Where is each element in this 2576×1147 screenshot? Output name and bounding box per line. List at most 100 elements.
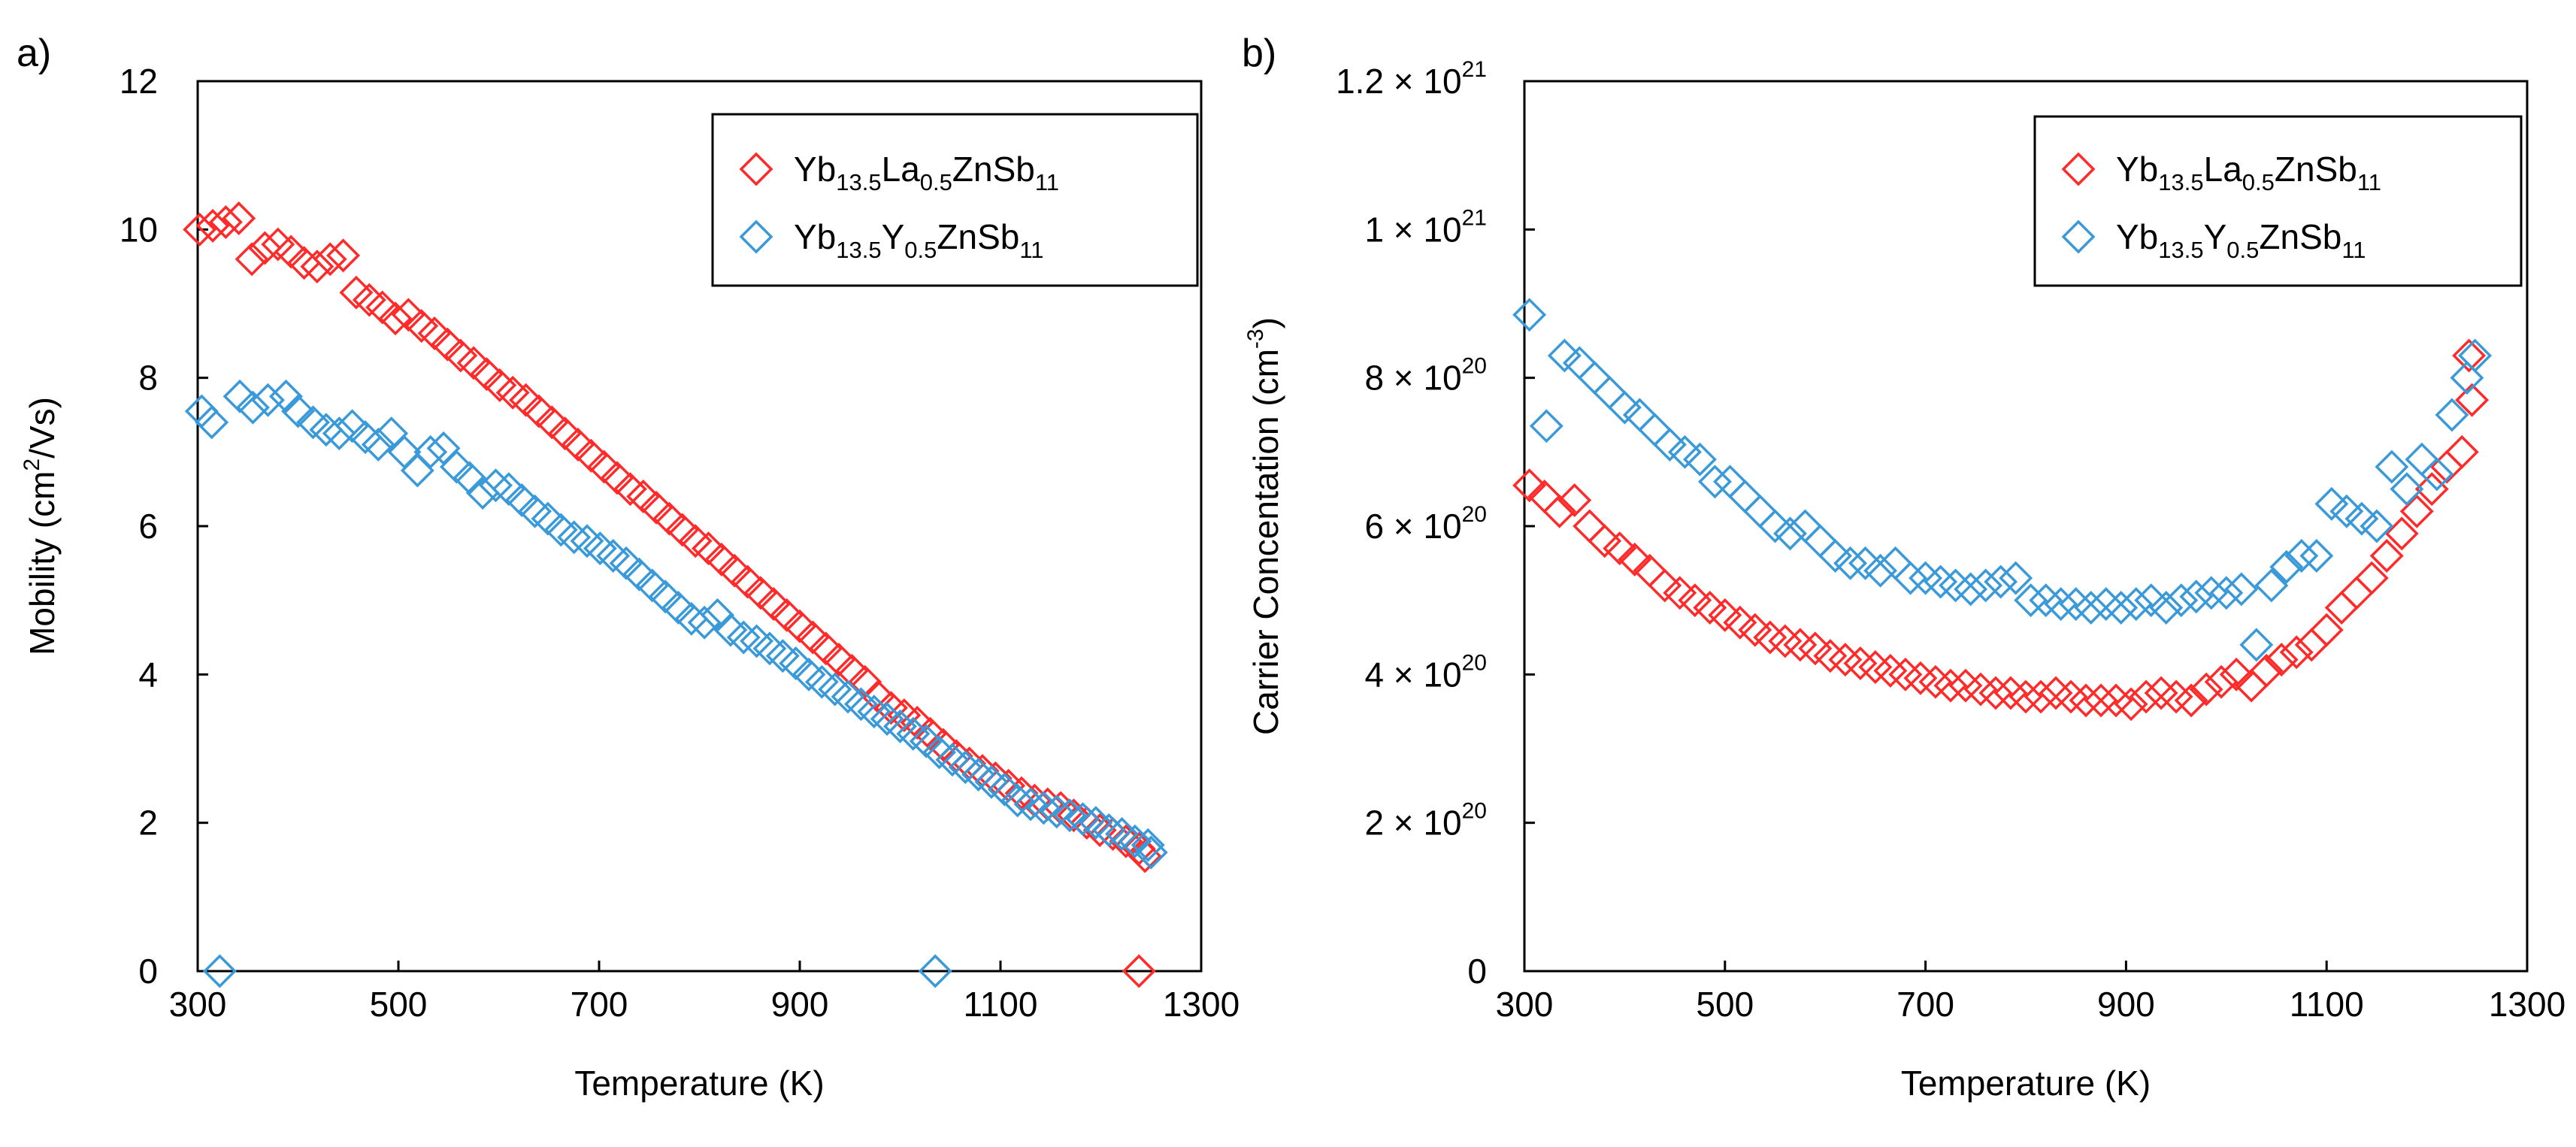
data-point [1588,524,1622,558]
data-point [2420,457,2454,492]
data-point [622,557,656,592]
data-point [2044,587,2078,622]
data-point [674,601,709,636]
data-point [1863,553,1898,588]
data-point [626,480,661,514]
data-point [1000,783,1035,818]
data-point [2399,494,2434,528]
x-tick-label: 1300 [2489,985,2565,1024]
data-point [1697,465,1732,499]
data-point [779,646,813,681]
legend-entry: Yb13.5Y0.5ZnSb11 [794,217,1044,263]
data-point [687,605,722,640]
data-point [534,405,569,440]
data-point [522,394,556,428]
data-point [770,598,804,632]
y-tick-label: 12 [120,62,158,101]
data-point [574,438,608,473]
data-point [918,954,952,988]
data-point [235,242,269,277]
data-point [652,501,686,536]
legend-marker [2061,152,2096,186]
data-point [2360,509,2394,543]
series-la-doped [183,201,1162,988]
data-point [2209,576,2244,610]
legend-box [2033,115,2523,287]
data-point [300,250,334,284]
x-tick-label: 1100 [2290,985,2364,1024]
data-point [1652,427,1687,462]
y-tick-label: 6 [138,507,158,546]
data-point [1667,434,1702,469]
x-tick-label: 300 [169,985,227,1024]
y-tick-label: 4 × 1020 [1364,650,1487,694]
data-point [1529,409,1563,443]
data-point [1542,494,1577,528]
data-point [2114,687,2148,722]
y-tick-label: 0 [1467,952,1487,991]
y-tick-label: 4 [138,655,158,694]
x-tick-label: 300 [1496,985,1554,1024]
data-point [2174,683,2208,718]
data-point [2119,587,2154,622]
data-point [2254,568,2289,603]
data-point [479,468,513,503]
data-point [281,394,315,428]
data-point [1848,546,1883,580]
x-tick-label: 900 [771,985,829,1024]
legend: Yb13.5La0.5ZnSb11 Yb13.5Y0.5ZnSb11 [2033,115,2523,287]
data-point [2249,653,2284,688]
y-tick-label: 0 [138,952,158,991]
x-tick-label: 700 [1896,985,1954,1024]
data-point [2458,338,2493,373]
x-axis-label: Temperature (K) [574,1064,824,1103]
y-tick-label: 1.2 × 1021 [1336,57,1487,101]
data-point [635,568,670,603]
data-point [717,553,752,588]
data-point [987,772,1022,807]
data-point [1678,583,1712,618]
data-point [909,724,943,758]
x-tick-label: 700 [571,985,628,1024]
data-point [2384,516,2419,551]
data-point [1512,298,1547,332]
data-point [222,379,257,413]
data-point [1723,605,1757,640]
data-point [2299,538,2334,573]
data-point [726,620,761,655]
data-point [731,564,765,599]
data-point [782,609,817,643]
data-point [609,546,643,580]
data-point [208,204,243,239]
data-point [1618,542,1652,577]
data-point [926,728,961,762]
data-point [274,235,308,269]
data-point [2149,591,2184,625]
data-point [365,290,400,325]
data-point [1758,509,1792,543]
data-point [2284,538,2319,573]
data-point [2390,472,2424,507]
data-point [1738,613,1772,647]
data-point [2314,486,2349,521]
data-point [809,631,843,666]
legend-entry: Yb13.5La0.5ZnSb11 [794,150,1059,195]
data-point [195,208,230,243]
x-tick-label: 1300 [1163,985,1240,1024]
data-point [269,379,303,413]
data-point [1118,824,1152,858]
data-point [2264,643,2299,677]
data-point [413,434,448,469]
series-y-doped [1512,298,2493,662]
data-point [2435,398,2469,432]
data-point [1663,576,1697,610]
series-y-doped [184,379,1168,988]
data-point [2455,383,2490,417]
data-point [335,409,370,443]
data-point [743,576,778,610]
y-tick-label: 6 × 1020 [1364,502,1487,546]
data-point [1013,787,1048,822]
data-point [1557,483,1592,517]
x-tick-label: 1100 [964,985,1038,1024]
data-point [756,587,791,622]
